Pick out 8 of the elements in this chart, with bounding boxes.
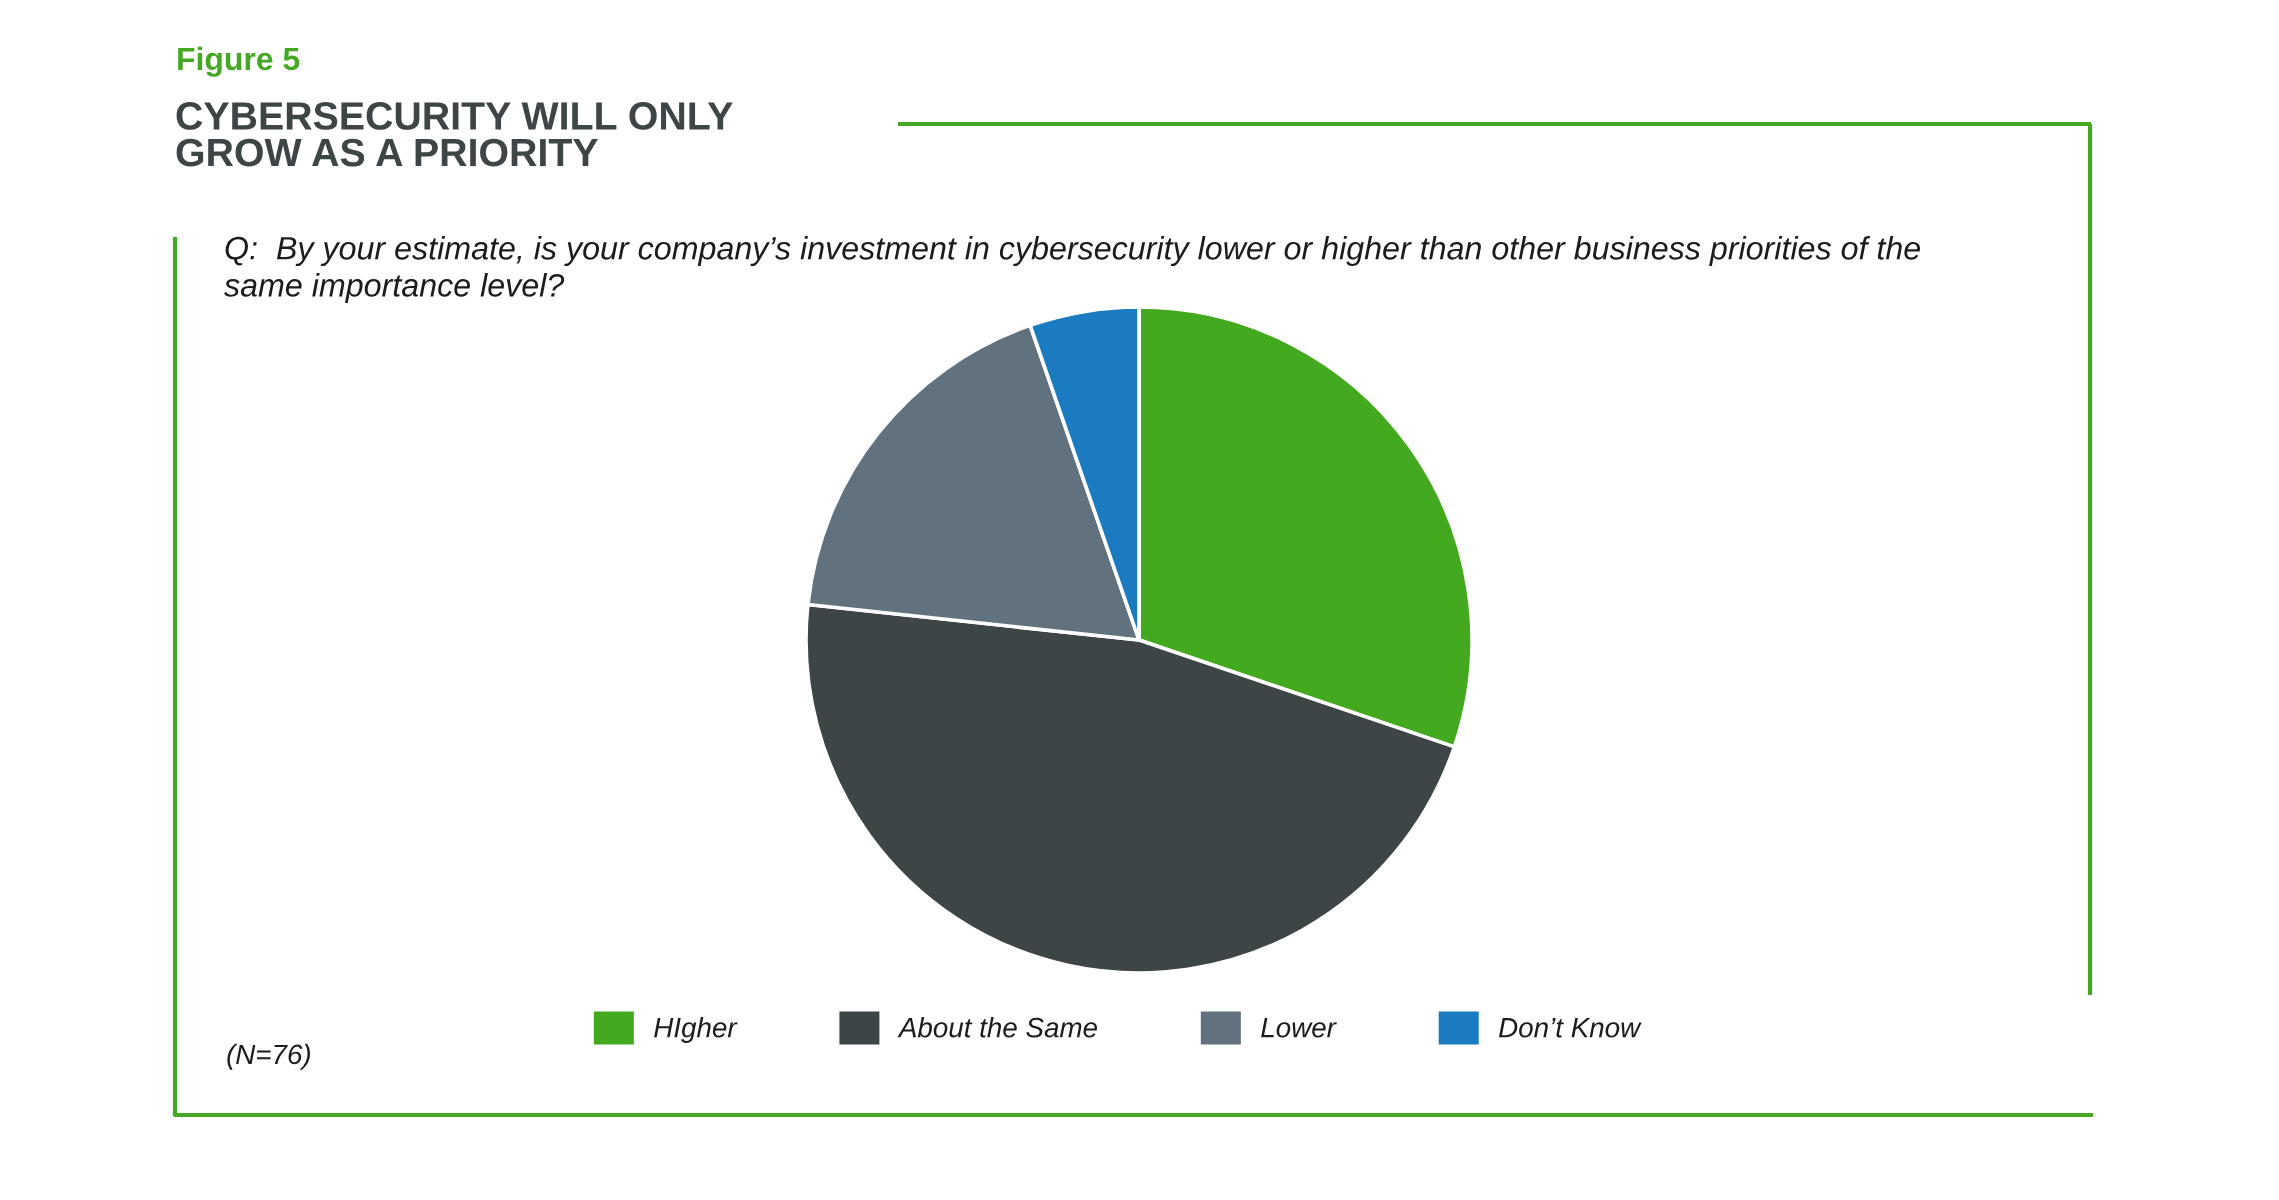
text: (N=76) xyxy=(227,1043,311,1070)
legend-label: Lower xyxy=(1261,1018,1337,1038)
legend-label: HIgher xyxy=(654,1017,738,1043)
legend-label: Don’t Know xyxy=(1498,1018,1642,1038)
caption: Figure 5 xyxy=(178,46,300,77)
chart-subtitle: Q: By your estimate, is your company’s investment in cybersecurity lower or higher than other business priorities of the same importance level? xyxy=(224,236,1921,304)
chart-title: CYBERSECURITY WILL ONLY GROW AS A PRIORITY xyxy=(176,102,733,167)
legend-label: About the Same xyxy=(897,1017,1098,1038)
